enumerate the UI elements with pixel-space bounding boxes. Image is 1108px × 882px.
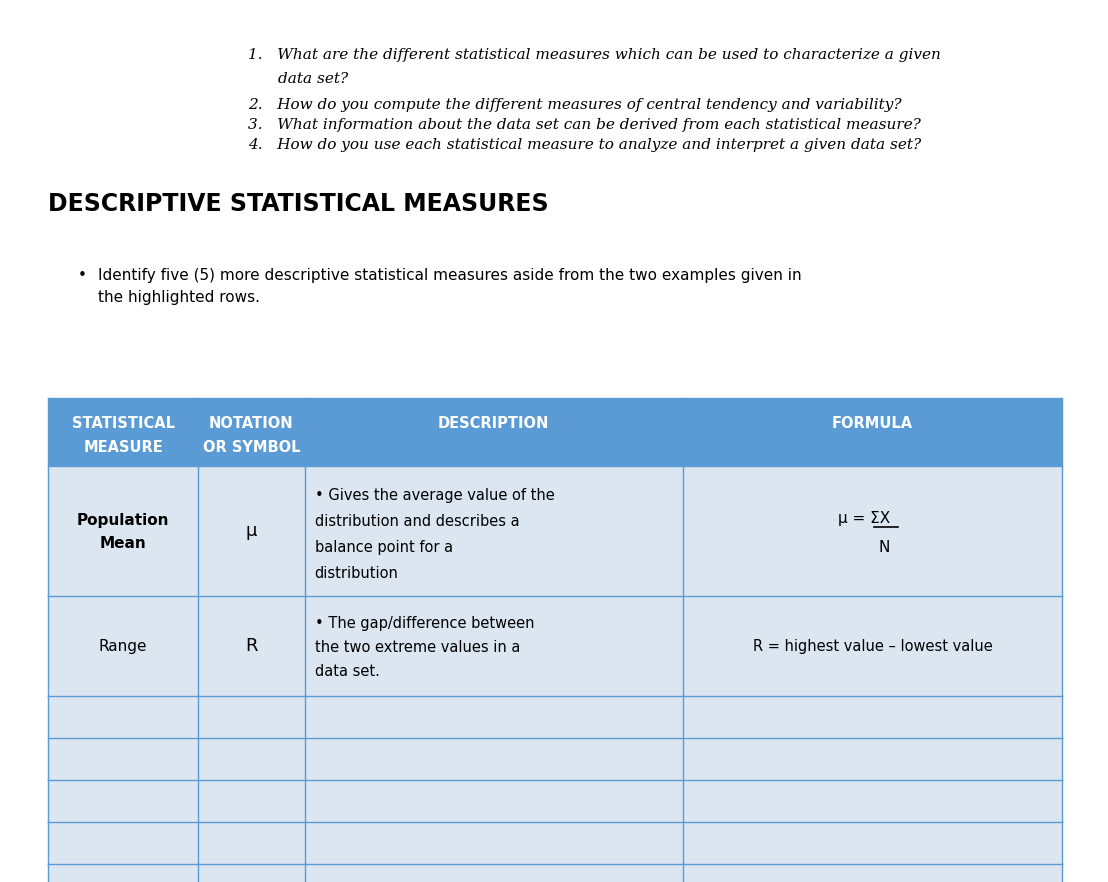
Text: STATISTICAL: STATISTICAL (72, 416, 175, 431)
Text: Range: Range (99, 639, 147, 654)
Bar (48, 696, 1061, 738)
Text: MEASURE: MEASURE (83, 440, 163, 455)
Text: NOTATION: NOTATION (209, 416, 294, 431)
Text: R: R (245, 637, 257, 655)
Text: •: • (78, 268, 86, 283)
Text: R = highest value – lowest value: R = highest value – lowest value (752, 639, 993, 654)
Text: distribution: distribution (315, 566, 399, 581)
Text: 3.   What information about the data set can be derived from each statistical me: 3. What information about the data set c… (248, 118, 921, 132)
Text: DESCRIPTIVE STATISTICAL MEASURES: DESCRIPTIVE STATISTICAL MEASURES (48, 192, 548, 216)
Bar (48, 398, 1061, 466)
Text: N: N (879, 540, 890, 555)
Text: OR SYMBOL: OR SYMBOL (203, 440, 300, 455)
Text: the two extreme values in a: the two extreme values in a (315, 640, 520, 655)
Text: Identify five (5) more descriptive statistical measures aside from the two examp: Identify five (5) more descriptive stati… (98, 268, 801, 283)
Text: • Gives the average value of the: • Gives the average value of the (315, 488, 554, 503)
Text: balance point for a: balance point for a (315, 540, 453, 555)
Text: FORMULA: FORMULA (832, 416, 913, 431)
Bar (48, 780, 1061, 822)
Text: μ: μ (246, 522, 257, 540)
Text: distribution and describes a: distribution and describes a (315, 514, 520, 529)
Text: 2.   How do you compute the different measures of central tendency and variabili: 2. How do you compute the different meas… (248, 98, 902, 112)
Text: 4.   How do you use each statistical measure to analyze and interpret a given da: 4. How do you use each statistical measu… (248, 138, 921, 152)
Bar (48, 738, 1061, 780)
Text: • The gap/difference between: • The gap/difference between (315, 616, 534, 631)
Bar (48, 822, 1061, 864)
Text: data set.: data set. (315, 664, 379, 679)
Bar (48, 596, 1061, 696)
Text: μ = ΣX: μ = ΣX (839, 512, 891, 527)
Text: the highlighted rows.: the highlighted rows. (98, 290, 260, 305)
Bar (48, 864, 1061, 882)
Text: 1.   What are the different statistical measures which can be used to characteri: 1. What are the different statistical me… (248, 48, 941, 62)
Text: Population: Population (76, 513, 170, 528)
Text: data set?: data set? (278, 72, 348, 86)
Text: DESCRIPTION: DESCRIPTION (438, 416, 550, 431)
Text: Mean: Mean (100, 536, 146, 551)
Bar (48, 466, 1061, 596)
